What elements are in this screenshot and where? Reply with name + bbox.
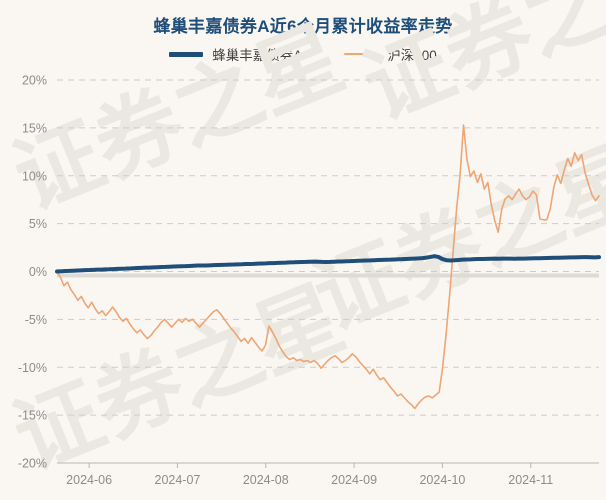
chart-series-layer <box>55 124 601 410</box>
legend-label-index: 沪深300 <box>387 48 437 63</box>
chart-gridlines <box>57 79 599 416</box>
chart-y-axis-labels: 20% 15% 10% 5% 0% -5% -10% -15% -20% <box>18 74 47 471</box>
series-line <box>56 124 600 410</box>
x-axis-tick-label: 2024-09 <box>331 473 377 487</box>
watermark-layer: 证券之星 证券之星 证券之星 证券之星 <box>1 0 606 488</box>
y-axis-tick-label: 15% <box>22 121 47 135</box>
y-axis-tick-label: 0% <box>29 265 47 279</box>
chart-legend: 蜂巢丰嘉债券A 沪深300 <box>0 44 606 64</box>
watermark-text-4: 证券之星 <box>351 0 606 138</box>
chart-x-axis-labels: 2024-06 2024-07 2024-08 2024-09 2024-10 2024-… <box>66 473 553 487</box>
x-axis-tick-label: 2024-11 <box>508 473 553 487</box>
x-axis-tick-label: 2024-10 <box>419 473 465 487</box>
chart-title: 蜂巢丰嘉债券A近6个月累计收益率走势 <box>153 17 453 36</box>
y-axis-tick-label: 10% <box>22 169 47 183</box>
y-axis-tick-label: -15% <box>18 409 47 423</box>
y-axis-tick-label: -5% <box>25 313 47 327</box>
legend-item-index[interactable]: 沪深300 <box>344 44 437 64</box>
series-line <box>55 254 601 274</box>
chart-x-axis <box>57 462 599 468</box>
x-axis-tick-label: 2024-07 <box>155 473 201 487</box>
y-axis-tick-label: 5% <box>29 217 47 231</box>
y-axis-tick-label: 20% <box>22 74 47 88</box>
legend-swatch-fund <box>169 51 204 57</box>
y-axis-tick-label: -10% <box>18 361 47 375</box>
watermark-text-2: 证券之星 <box>1 270 356 488</box>
watermark-text-1: 证券之星 <box>1 10 356 228</box>
x-axis-tick-label: 2024-06 <box>66 473 112 487</box>
legend-swatch-index <box>344 53 379 55</box>
x-axis-tick-label: 2024-08 <box>243 473 289 487</box>
legend-item-fund[interactable]: 蜂巢丰嘉债券A <box>169 44 302 64</box>
y-axis-tick-label: -20% <box>18 457 47 471</box>
legend-label-fund: 蜂巢丰嘉债券A <box>212 48 303 63</box>
